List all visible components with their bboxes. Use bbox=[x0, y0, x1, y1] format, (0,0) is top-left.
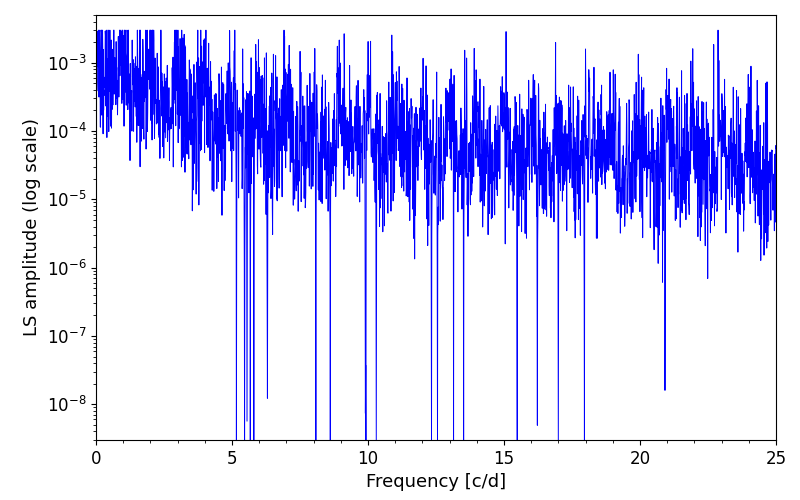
Y-axis label: LS amplitude (log scale): LS amplitude (log scale) bbox=[23, 118, 41, 336]
X-axis label: Frequency [c/d]: Frequency [c/d] bbox=[366, 474, 506, 492]
